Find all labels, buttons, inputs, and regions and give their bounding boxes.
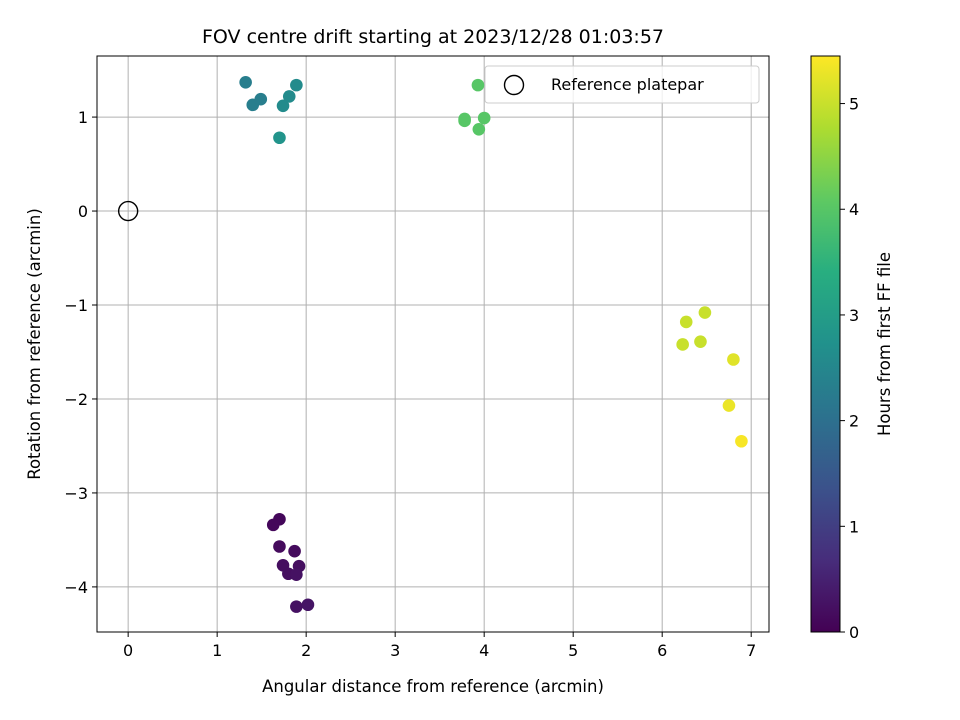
data-point	[301, 598, 315, 612]
colorbar-tick-label: 0	[849, 623, 859, 642]
data-point	[288, 544, 301, 558]
data-point	[471, 78, 485, 92]
legend-entry-reference-platepar: Reference platepar	[551, 75, 704, 94]
y-tick-label: 1	[78, 108, 88, 127]
y-tick-label: −1	[64, 296, 88, 315]
x-tick-label: 4	[479, 641, 489, 660]
legend-box	[484, 65, 760, 104]
colorbar-frame	[810, 55, 841, 633]
x-tick-label: 2	[301, 641, 311, 660]
x-tick-label: 1	[212, 641, 222, 660]
x-tick-label: 0	[123, 641, 133, 660]
data-point	[458, 114, 471, 128]
x-tick-label: 6	[657, 641, 667, 660]
data-point	[273, 540, 286, 553]
data-point	[254, 92, 268, 106]
data-point	[239, 76, 252, 89]
data-point	[273, 131, 286, 145]
data-point	[679, 315, 693, 329]
plot-frame	[96, 55, 770, 633]
x-tick-label: 5	[568, 641, 578, 660]
legend: Reference platepar	[484, 65, 760, 104]
data-point	[694, 335, 707, 348]
grid	[97, 56, 769, 632]
data-point	[290, 78, 303, 92]
data-point	[290, 600, 303, 613]
y-tick-label: −4	[64, 578, 88, 597]
data-point	[266, 518, 280, 532]
data-point	[290, 568, 303, 581]
legend-marker	[503, 74, 525, 96]
data-point	[276, 99, 290, 113]
colorbar-tick-label: 5	[849, 95, 859, 114]
chart-title: FOV centre drift starting at 2023/12/28 …	[202, 26, 664, 48]
colorbar-label: Hours from first FF file	[875, 252, 894, 436]
data-point	[282, 90, 296, 103]
colorbar-tick-label: 4	[849, 200, 859, 219]
colorbar-tick-label: 2	[849, 412, 859, 431]
data-point	[727, 353, 740, 366]
y-axis-label: Rotation from reference (arcmin)	[25, 208, 44, 480]
y-tick-label: 0	[78, 202, 88, 221]
data-point	[477, 111, 491, 125]
colorbar-tick-label: 1	[849, 517, 859, 536]
data-point	[722, 399, 736, 412]
colorbar-gradient	[811, 56, 840, 632]
x-tick-label: 3	[390, 641, 400, 660]
y-ticks: −4 −3 −2 −1 0 1	[64, 108, 97, 597]
colorbar-ticks: 0 1 2 3 4 5	[840, 95, 859, 642]
colorbar-tick-label: 3	[849, 306, 859, 325]
data-point	[472, 122, 486, 136]
data-point	[676, 338, 689, 351]
y-tick-label: −2	[64, 390, 88, 409]
x-tick-label: 7	[746, 641, 756, 660]
x-ticks: 0 1 2 3 4 5 6 7	[123, 632, 756, 660]
x-axis-label: Angular distance from reference (arcmin)	[262, 677, 604, 696]
plot-points	[239, 76, 748, 613]
colorbar: 0 1 2 3 4 5 Hours from first FF file	[810, 55, 894, 642]
reference-platepar-marker	[117, 200, 139, 222]
data-point	[698, 306, 712, 319]
data-point	[735, 434, 748, 448]
y-tick-label: −3	[64, 484, 88, 503]
